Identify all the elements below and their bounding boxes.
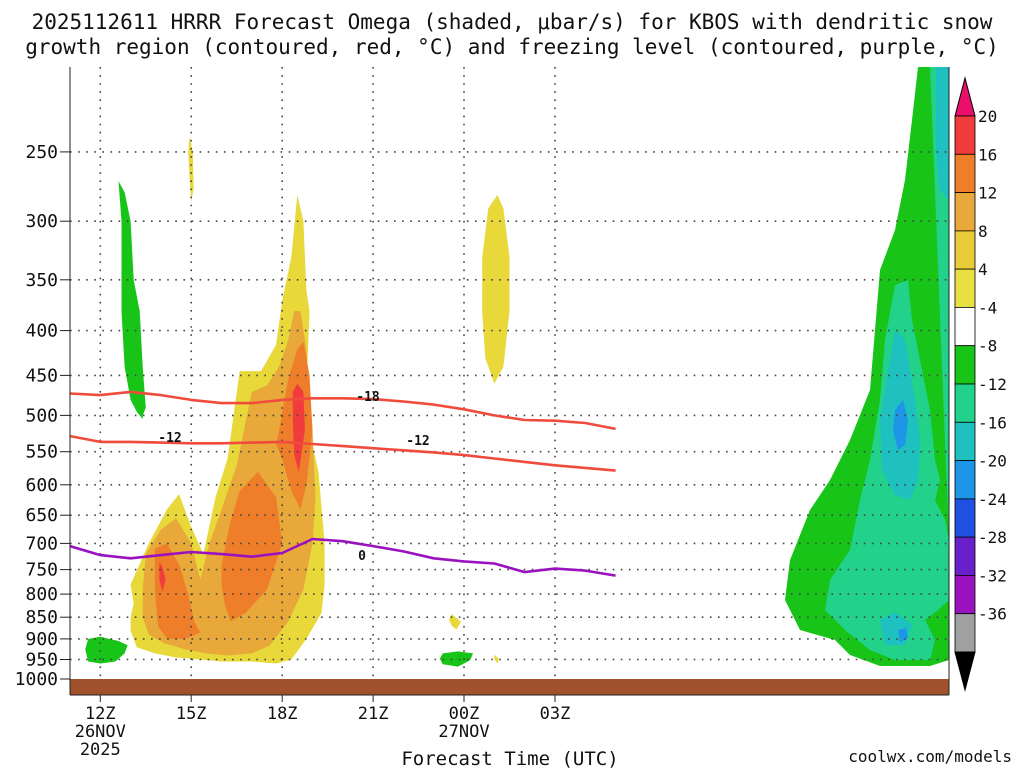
colorbar-bin-1 [954,153,976,194]
x-axis-title: Forecast Time (UTC) [401,748,618,768]
omega-region-edge-inner [880,67,949,645]
contour-label-zero: 0 [358,549,366,564]
omega-region-12 [159,561,166,592]
y-tick-label-650: 650 [25,505,58,526]
omega-region-1 [85,636,128,664]
x-tick-date-12Z: 26NOV [75,722,126,742]
y-tick-label-850: 850 [25,607,58,628]
colorbar-bin-11 [954,536,976,576]
x-tick-label-03Z: 03Z [540,704,571,724]
colorbar-bin-4 [954,268,976,308]
colorbar-bin-9 [954,460,976,500]
x-tick-label-21Z: 21Z [358,704,389,724]
colorbar-label-5: -4 [978,298,997,317]
credit-text: coolwx.com/models [848,747,1012,766]
colorbar-bin-8 [954,421,976,461]
y-tick-label-300: 300 [25,211,58,232]
x-tick-label-12Z: 12Z [85,704,116,724]
y-tick-label-450: 450 [25,365,58,386]
x-tick-label-15Z: 15Z [176,704,207,724]
omega-region-4 [439,651,474,667]
x-tick-date-00Z: 27NOV [438,722,489,742]
y-tick-label-800: 800 [25,584,58,605]
contour-line-2 [70,537,616,577]
ground-surface [70,679,949,695]
contour-label-m12-left: -12 [158,431,181,446]
colorbar-max-arrow [954,76,976,117]
y-tick-label-500: 500 [25,405,58,426]
colorbar-label-1: 16 [978,145,997,164]
x-tick-label-18Z: 18Z [267,704,298,724]
omega-region-5 [494,654,499,664]
y-tick-label-250: 250 [25,142,58,163]
y-tick-label-700: 700 [25,533,58,554]
colorbar-label-3: 8 [978,222,988,241]
omega-region-0 [118,181,146,420]
colorbar-label-11: -28 [978,528,1007,547]
colorbar-label-0: 20 [978,107,997,126]
y-tick-label-350: 350 [25,270,58,291]
y-tick-label-550: 550 [25,442,58,463]
colorbar-label-4: 4 [978,260,988,279]
colorbar-bin-2 [954,192,976,232]
contour-label-m12-right: -12 [406,434,429,449]
x-tick-year-12Z: 2025 [80,740,121,760]
contour-line-0 [70,390,616,431]
x-tick-label-00Z: 00Z [449,704,480,724]
colorbar-bin-7 [954,383,976,423]
y-tick-label-950: 950 [25,650,58,671]
colorbar-bin-5 [954,306,976,347]
y-tick-label-600: 600 [25,475,58,496]
colorbar-label-9: -20 [978,452,1007,471]
colorbar-bin-12 [954,575,976,615]
colorbar-label-7: -12 [978,375,1007,394]
colorbar-bin-6 [954,345,976,385]
colorbar-label-8: -16 [978,413,1007,432]
omega-region-6 [482,194,510,384]
plot-area: -18 -12 -12 0 [69,67,950,696]
colorbar-label-10: -24 [978,490,1007,509]
colorbar-min-arrow [954,651,976,692]
y-tick-label-1000: 1000 [15,669,58,690]
colorbar-bin-10 [954,498,976,538]
omega-region-edge-mid [825,67,949,660]
colorbar-label-6: -8 [978,337,997,356]
colorbar-label-12: -32 [978,566,1007,585]
omega-region-edge-core [893,400,908,642]
y-axis: 2503003504004505005506006507007508008509… [15,142,70,690]
colorbar-bin-0 [954,115,976,155]
contour-label-m18: -18 [356,390,380,405]
contour-line-1 [70,434,616,472]
colorbar-label-2: 12 [978,184,997,203]
chart-title-line1: 2025112611 HRRR Forecast Omega (shaded, … [32,10,993,34]
omega-region-13 [292,383,305,472]
colorbar-label-13: -36 [978,605,1007,624]
colorbar-bin-3 [954,230,976,270]
omega-region-10 [221,471,283,622]
grid [70,67,949,679]
chart-title-line2: growth region (contoured, red, °C) and f… [25,35,999,59]
y-tick-label-900: 900 [25,629,58,650]
colorbar: 20 16 12 8 4 -4 -8 -12 -16 -20 -24 -28 -32 -36 [954,76,1007,692]
y-tick-label-750: 750 [25,560,58,581]
y-tick-label-400: 400 [25,321,58,342]
omega-region-9 [154,543,201,639]
colorbar-bin-13 [954,613,976,653]
